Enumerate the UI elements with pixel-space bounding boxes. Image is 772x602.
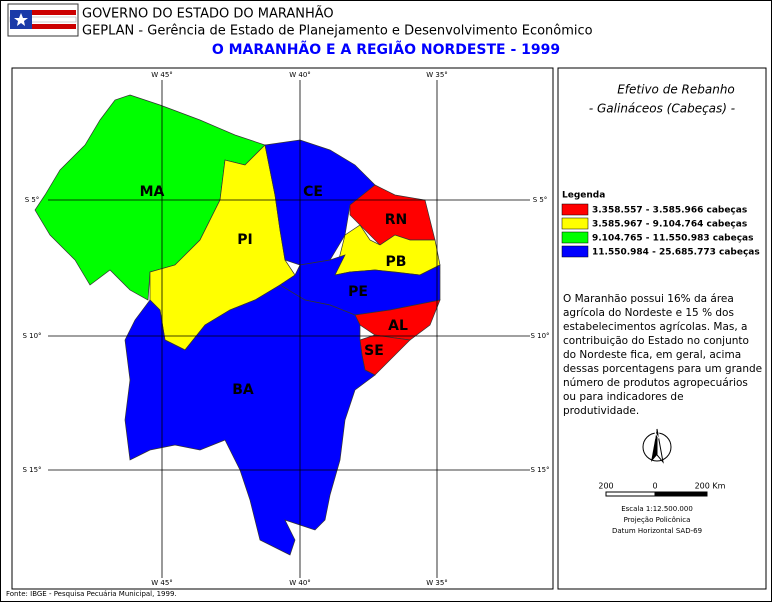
grid-label: W 35° [426,579,448,587]
side-panel [557,67,767,590]
grid-label: S 15° [22,466,41,474]
panel-title: Efetivo de Rebanho [617,83,735,97]
scale-label: 200 Km [695,482,726,491]
graticule [48,80,530,578]
legend-label: 3.585.967 - 9.104.764 cabeças [592,220,747,230]
grid-label: W 45° [151,579,173,587]
projection: Projeção Policônica [624,516,691,524]
grid-label: W 40° [289,579,311,587]
agency: GEPLAN - Gerência de Estado de Planejame… [82,24,593,39]
scale-label: 0 [652,482,657,491]
datum: Datum Horizontal SAD-69 [612,527,702,535]
state-label: MA [140,184,165,200]
state-area [354,299,441,341]
panel-text-box: O Maranhão possui 16% da área agrícola d… [563,293,763,417]
grid-label: W 35° [426,71,448,79]
legend-label: 9.104.765 - 11.550.983 cabeças [592,234,753,244]
legend: 3.358.557 - 3.585.966 cabeças 3.585.967 -… [561,203,760,258]
state-label: BA [232,382,254,398]
grid-label: S 10° [22,332,41,340]
scale-text: Escala 1:12.500.000 [621,505,693,513]
legend-label: 3.358.557 - 3.585.966 cabeças [592,206,747,216]
grid-label: S 10° [530,332,549,340]
map-title: O MARANHÃO E A REGIÃO NORDESTE - 1999 [212,41,560,58]
state-label: PB [386,254,407,270]
panel-subtitle: - Galináceos (Cabeças) - [589,102,735,116]
logo [7,3,79,37]
legend-label: 11.550.984 - 25.685.773 cabeças [592,248,760,258]
grid-label: S 5° [25,196,40,204]
state-label: RN [385,212,408,228]
state-area [124,284,376,556]
grid-label: W 45° [151,71,173,79]
legend-swatch [561,217,589,230]
state-area [34,94,266,301]
state-label: PE [348,284,368,300]
scale-bar [605,491,708,497]
grid-label: S 15° [530,466,549,474]
legend-swatch [561,245,589,258]
panel-text: O Maranhão possui 16% da área agrícola d… [563,293,763,417]
state-label: SE [364,343,384,359]
scale-label: 200 [598,482,613,491]
org: GOVERNO DO ESTADO DO MARANHÃO [82,6,334,22]
grid-label: S 5° [533,196,548,204]
north-label: N [654,432,660,441]
footer-source: Fonte: IBGE - Pesquisa Pecuária Municipa… [6,590,177,598]
grid-label: W 40° [289,71,311,79]
north-arrow [642,428,672,464]
state-label: PI [237,232,252,248]
state-label: CE [303,184,323,200]
state-label: AL [388,318,408,334]
legend-title: Legenda [562,191,605,201]
legend-swatch [561,231,589,244]
legend-swatch [561,203,589,216]
